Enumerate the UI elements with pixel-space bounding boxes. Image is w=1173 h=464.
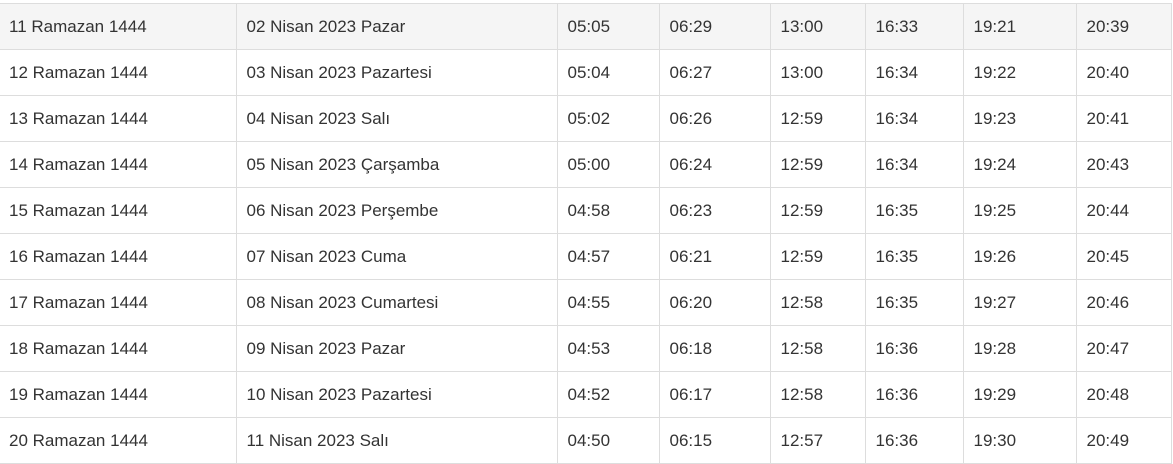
dhuhr-time-cell: 13:00 — [769, 49, 866, 96]
imsak-time-cell: 04:55 — [556, 279, 660, 326]
imsak-time-cell: 04:52 — [556, 371, 660, 418]
prayer-times-table: 11 Ramazan 1444 02 Nisan 2023 Pazar 05:05 0… — [0, 3, 1172, 464]
imsak-time-cell: 04:58 — [556, 187, 660, 234]
isha-time-cell: 20:47 — [1075, 325, 1172, 372]
maghrib-time-cell: 19:21 — [962, 3, 1077, 50]
table-row: 18 Ramazan 1444 09 Nisan 2023 Pazar 04:53 0… — [0, 325, 1172, 372]
gregorian-date-cell: 10 Nisan 2023 Pazartesi — [235, 371, 558, 418]
asr-time-cell: 16:35 — [864, 187, 964, 234]
table-row: 15 Ramazan 1444 06 Nisan 2023 Perşembe 04:… — [0, 187, 1172, 234]
table-body: 11 Ramazan 1444 02 Nisan 2023 Pazar 05:05 0… — [0, 3, 1172, 464]
table-row: 11 Ramazan 1444 02 Nisan 2023 Pazar 05:05 0… — [0, 3, 1172, 50]
dhuhr-time-cell: 12:59 — [769, 95, 866, 142]
table-row: 12 Ramazan 1444 03 Nisan 2023 Pazartesi 05… — [0, 49, 1172, 96]
imsak-time-cell: 05:02 — [556, 95, 660, 142]
sunrise-time-cell: 06:24 — [658, 141, 771, 188]
gregorian-date-cell: 07 Nisan 2023 Cuma — [235, 233, 558, 280]
gregorian-date-cell: 04 Nisan 2023 Salı — [235, 95, 558, 142]
asr-time-cell: 16:34 — [864, 141, 964, 188]
imsak-time-cell: 04:57 — [556, 233, 660, 280]
gregorian-date-cell: 02 Nisan 2023 Pazar — [235, 3, 558, 50]
asr-time-cell: 16:35 — [864, 279, 964, 326]
dhuhr-time-cell: 12:58 — [769, 279, 866, 326]
dhuhr-time-cell: 13:00 — [769, 3, 866, 50]
maghrib-time-cell: 19:22 — [962, 49, 1077, 96]
gregorian-date-cell: 11 Nisan 2023 Salı — [235, 417, 558, 464]
imsak-time-cell: 05:00 — [556, 141, 660, 188]
dhuhr-time-cell: 12:58 — [769, 371, 866, 418]
hijri-date-cell: 18 Ramazan 1444 — [0, 325, 237, 372]
sunrise-time-cell: 06:29 — [658, 3, 771, 50]
sunrise-time-cell: 06:26 — [658, 95, 771, 142]
hijri-date-cell: 17 Ramazan 1444 — [0, 279, 237, 326]
table-row: 13 Ramazan 1444 04 Nisan 2023 Salı 05:02 06… — [0, 95, 1172, 142]
isha-time-cell: 20:44 — [1075, 187, 1172, 234]
maghrib-time-cell: 19:30 — [962, 417, 1077, 464]
maghrib-time-cell: 19:26 — [962, 233, 1077, 280]
table-row: 16 Ramazan 1444 07 Nisan 2023 Cuma 04:57 06… — [0, 233, 1172, 280]
hijri-date-cell: 14 Ramazan 1444 — [0, 141, 237, 188]
sunrise-time-cell: 06:18 — [658, 325, 771, 372]
asr-time-cell: 16:34 — [864, 49, 964, 96]
isha-time-cell: 20:45 — [1075, 233, 1172, 280]
sunrise-time-cell: 06:23 — [658, 187, 771, 234]
gregorian-date-cell: 05 Nisan 2023 Çarşamba — [235, 141, 558, 188]
maghrib-time-cell: 19:24 — [962, 141, 1077, 188]
isha-time-cell: 20:49 — [1075, 417, 1172, 464]
hijri-date-cell: 16 Ramazan 1444 — [0, 233, 237, 280]
hijri-date-cell: 12 Ramazan 1444 — [0, 49, 237, 96]
asr-time-cell: 16:36 — [864, 417, 964, 464]
isha-time-cell: 20:46 — [1075, 279, 1172, 326]
dhuhr-time-cell: 12:57 — [769, 417, 866, 464]
dhuhr-time-cell: 12:59 — [769, 141, 866, 188]
hijri-date-cell: 19 Ramazan 1444 — [0, 371, 237, 418]
isha-time-cell: 20:40 — [1075, 49, 1172, 96]
dhuhr-time-cell: 12:59 — [769, 233, 866, 280]
maghrib-time-cell: 19:27 — [962, 279, 1077, 326]
hijri-date-cell: 20 Ramazan 1444 — [0, 417, 237, 464]
sunrise-time-cell: 06:27 — [658, 49, 771, 96]
imsak-time-cell: 05:04 — [556, 49, 660, 96]
sunrise-time-cell: 06:20 — [658, 279, 771, 326]
gregorian-date-cell: 06 Nisan 2023 Perşembe — [235, 187, 558, 234]
imsak-time-cell: 04:50 — [556, 417, 660, 464]
isha-time-cell: 20:41 — [1075, 95, 1172, 142]
isha-time-cell: 20:39 — [1075, 3, 1172, 50]
sunrise-time-cell: 06:15 — [658, 417, 771, 464]
table-row: 20 Ramazan 1444 11 Nisan 2023 Salı 04:50 06… — [0, 417, 1172, 464]
asr-time-cell: 16:33 — [864, 3, 964, 50]
imsak-time-cell: 04:53 — [556, 325, 660, 372]
maghrib-time-cell: 19:25 — [962, 187, 1077, 234]
dhuhr-time-cell: 12:58 — [769, 325, 866, 372]
imsak-time-cell: 05:05 — [556, 3, 660, 50]
hijri-date-cell: 11 Ramazan 1444 — [0, 3, 237, 50]
asr-time-cell: 16:36 — [864, 325, 964, 372]
table-row: 19 Ramazan 1444 10 Nisan 2023 Pazartesi 04… — [0, 371, 1172, 418]
sunrise-time-cell: 06:17 — [658, 371, 771, 418]
dhuhr-time-cell: 12:59 — [769, 187, 866, 234]
maghrib-time-cell: 19:23 — [962, 95, 1077, 142]
table-row: 14 Ramazan 1444 05 Nisan 2023 Çarşamba 05:… — [0, 141, 1172, 188]
maghrib-time-cell: 19:29 — [962, 371, 1077, 418]
gregorian-date-cell: 09 Nisan 2023 Pazar — [235, 325, 558, 372]
isha-time-cell: 20:48 — [1075, 371, 1172, 418]
asr-time-cell: 16:34 — [864, 95, 964, 142]
sunrise-time-cell: 06:21 — [658, 233, 771, 280]
table-row: 17 Ramazan 1444 08 Nisan 2023 Cumartesi 04… — [0, 279, 1172, 326]
hijri-date-cell: 15 Ramazan 1444 — [0, 187, 237, 234]
asr-time-cell: 16:36 — [864, 371, 964, 418]
asr-time-cell: 16:35 — [864, 233, 964, 280]
gregorian-date-cell: 03 Nisan 2023 Pazartesi — [235, 49, 558, 96]
hijri-date-cell: 13 Ramazan 1444 — [0, 95, 237, 142]
maghrib-time-cell: 19:28 — [962, 325, 1077, 372]
isha-time-cell: 20:43 — [1075, 141, 1172, 188]
gregorian-date-cell: 08 Nisan 2023 Cumartesi — [235, 279, 558, 326]
